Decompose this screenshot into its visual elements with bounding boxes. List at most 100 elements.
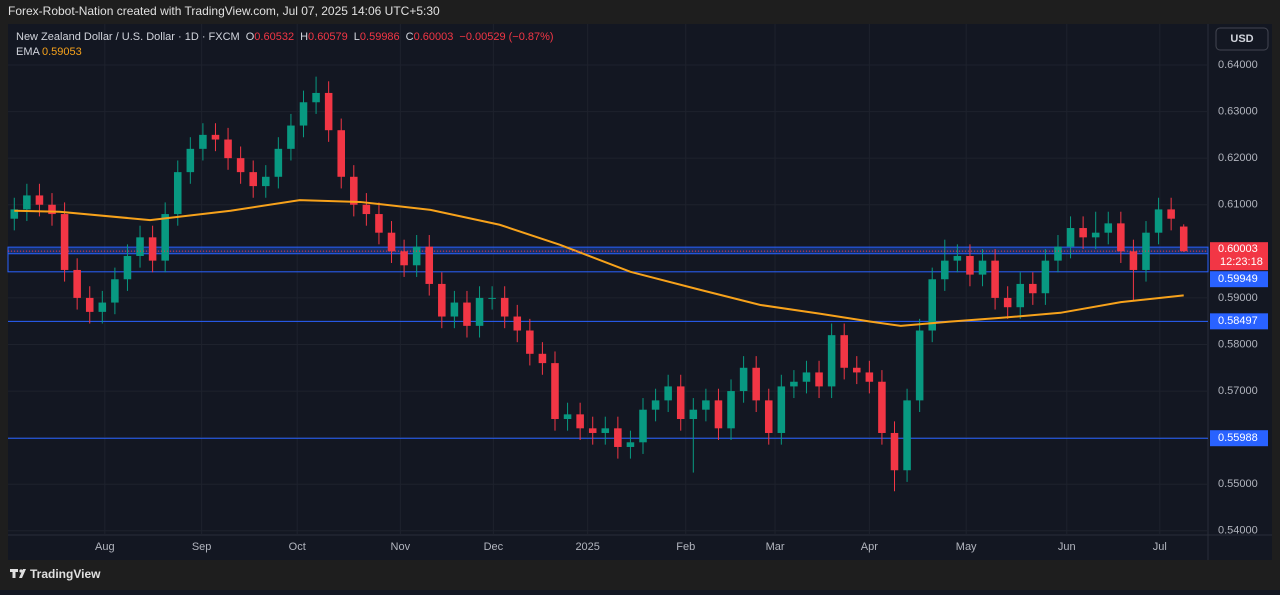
marks xyxy=(7,76,1209,492)
x-tick-label: Feb xyxy=(676,541,695,553)
candle-body xyxy=(614,428,622,447)
labels: 0.540000.550000.560000.570000.580000.590… xyxy=(95,59,1268,553)
candle-body xyxy=(727,391,735,429)
ohlc-value: 0.60579 xyxy=(308,31,348,43)
x-tick-label: May xyxy=(956,541,977,553)
candle-body xyxy=(23,195,31,210)
currency[interactable]: USD xyxy=(1230,33,1253,45)
candle-body xyxy=(865,372,874,382)
candle-body xyxy=(752,367,760,401)
candle-body xyxy=(978,260,987,275)
candle-body xyxy=(513,316,522,331)
candle-body xyxy=(161,214,169,261)
x-tick-label: Jul xyxy=(1153,541,1167,553)
candle-body xyxy=(211,134,220,140)
brand: TradingView xyxy=(30,567,101,581)
candle-body xyxy=(1154,209,1163,233)
candle-body xyxy=(324,92,333,131)
ohlc-key: O xyxy=(246,31,255,43)
candle-body xyxy=(790,381,798,387)
level-label: 0.59949 xyxy=(1218,273,1258,285)
candle-body xyxy=(463,302,471,326)
zone-fill xyxy=(8,247,1208,254)
candle-body xyxy=(1179,226,1188,252)
candle-body xyxy=(262,176,270,187)
candle-body xyxy=(588,428,597,433)
y-tick-label: 0.62000 xyxy=(1218,152,1258,164)
candle-body xyxy=(676,386,685,420)
candle-body xyxy=(224,139,232,159)
candle-body xyxy=(878,381,886,433)
candle-body xyxy=(412,246,421,266)
currency-button[interactable] xyxy=(1215,27,1269,51)
last-price-label: 0.60003 xyxy=(1218,243,1258,255)
candle-body xyxy=(387,232,396,252)
candle-body xyxy=(777,386,786,433)
candle-body xyxy=(626,442,635,447)
candle-body xyxy=(639,409,647,443)
y-tick-label: 0.55000 xyxy=(1218,478,1258,490)
x-tick-label: Mar xyxy=(766,541,785,553)
y-tick-label: 0.58000 xyxy=(1218,338,1258,350)
candle-body xyxy=(991,260,999,298)
candle-body xyxy=(111,279,119,303)
candle-body xyxy=(827,335,836,387)
candle-body xyxy=(500,297,509,317)
ohlc-key: L xyxy=(354,31,360,43)
candle-body xyxy=(903,400,911,471)
grid xyxy=(8,24,1208,535)
candle-body xyxy=(287,125,295,149)
candle-body xyxy=(739,367,748,392)
candle-body xyxy=(1104,223,1113,233)
chart-title: New Zealand Dollar / U.S. Dollar · 1D · … xyxy=(16,31,240,43)
ohlc-value: 0.59986 xyxy=(360,31,400,43)
y-tick-label: 0.59000 xyxy=(1218,292,1258,304)
candle-body xyxy=(249,172,257,187)
candle-body xyxy=(714,400,723,429)
candle-body xyxy=(802,372,811,382)
candle-body xyxy=(1029,283,1037,294)
countdown: 12:23:18 xyxy=(1220,256,1263,268)
level-label: 0.55988 xyxy=(1218,432,1258,444)
candle-body xyxy=(551,363,559,420)
candle-body xyxy=(853,367,861,373)
level-label: 0.58497 xyxy=(1218,315,1258,327)
candle-body xyxy=(10,209,19,219)
candle-body xyxy=(928,279,936,331)
chart-panel xyxy=(8,24,1272,560)
x-tick-label: Sep xyxy=(192,541,212,553)
candle-body xyxy=(601,428,610,433)
x-tick-label: Apr xyxy=(861,541,878,553)
candle-body xyxy=(48,204,56,215)
candle-body xyxy=(35,195,44,205)
y-tick-label: 0.57000 xyxy=(1218,385,1258,397)
candle-body xyxy=(1079,228,1087,238)
level-box xyxy=(1210,430,1268,447)
ema-line xyxy=(14,199,1184,327)
candle-body xyxy=(148,237,157,261)
ohlc-key: C xyxy=(406,31,414,43)
candle-body xyxy=(350,176,358,205)
candle-body xyxy=(563,414,572,420)
candle-body xyxy=(438,283,446,317)
candle-body xyxy=(576,414,584,429)
brand-logo xyxy=(10,569,26,578)
candle-body xyxy=(1091,232,1100,238)
candle-body xyxy=(475,297,484,326)
candle-body xyxy=(85,297,94,312)
candle-body xyxy=(1003,297,1012,308)
candle-body xyxy=(966,255,974,275)
ohlc-value: 0.60003 xyxy=(414,31,454,43)
candle-body xyxy=(425,246,434,284)
x-tick-label: Jun xyxy=(1058,541,1076,553)
candle-body xyxy=(702,400,710,410)
candle-body xyxy=(73,269,81,298)
candle-body xyxy=(1167,209,1175,219)
candle-body xyxy=(953,255,962,261)
y-tick-label: 0.54000 xyxy=(1218,525,1258,537)
candle-body xyxy=(1041,260,1050,294)
candle-body xyxy=(890,432,899,471)
candle-body xyxy=(199,134,207,149)
candle-body xyxy=(941,260,949,280)
